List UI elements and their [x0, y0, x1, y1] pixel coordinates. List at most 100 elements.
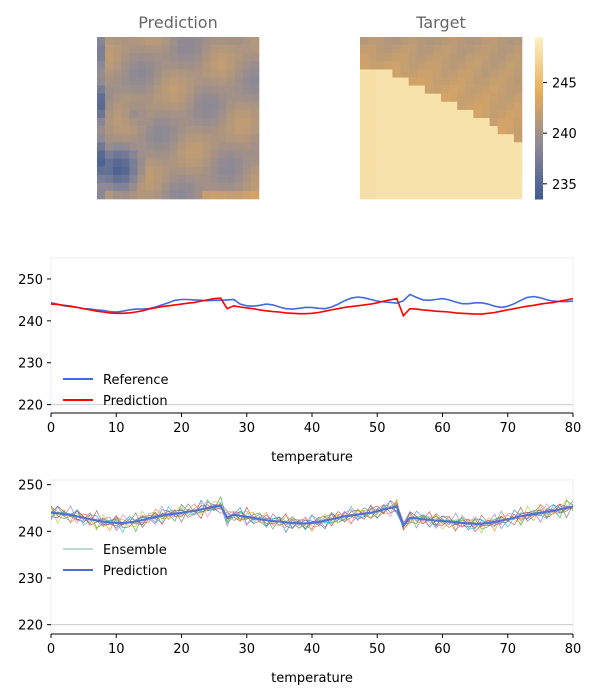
heatmap-cell — [234, 158, 244, 167]
heatmap-cell — [441, 53, 450, 62]
heatmap-cell — [218, 118, 227, 127]
heatmap-cell — [513, 118, 523, 127]
heatmap-cell — [384, 190, 393, 200]
heatmap-cell — [497, 37, 507, 46]
heatmap-cell — [489, 69, 498, 78]
heatmap-cell — [250, 93, 260, 103]
heatmap-cell — [384, 53, 393, 62]
heatmap-cell — [210, 45, 219, 54]
colorbar-segment — [535, 169, 543, 173]
colorbar-segment — [535, 136, 543, 141]
heatmap-cell — [210, 53, 219, 62]
heatmap-cell — [153, 45, 163, 54]
heatmap-cell — [178, 69, 187, 78]
heatmap-cell — [153, 85, 163, 94]
heatmap-cell — [368, 45, 377, 54]
heatmap-cell — [250, 174, 260, 184]
heatmap-cell — [121, 93, 130, 103]
heatmap-cell — [210, 134, 219, 143]
x-tick-label: 30 — [238, 642, 255, 657]
heatmap-cell — [145, 69, 154, 78]
heatmap-cell — [218, 142, 227, 151]
colorbar-segment — [535, 53, 543, 57]
heatmap-cell — [97, 69, 106, 78]
heatmap-cell — [250, 190, 260, 200]
heatmap-cell — [424, 190, 434, 200]
colorbar-segment — [535, 153, 543, 157]
heatmap-cell — [376, 101, 385, 111]
heatmap-cell — [416, 166, 426, 175]
heatmap-cell — [210, 118, 219, 127]
heatmap-cell — [441, 93, 450, 103]
heatmap-cell — [226, 53, 235, 62]
heatmap-cell — [145, 166, 154, 175]
heatmap-cell — [218, 77, 227, 86]
heatmap-cell — [186, 93, 195, 103]
heatmap-cell — [441, 126, 450, 135]
heatmap-cell — [392, 101, 401, 111]
heatmap-cell — [202, 166, 211, 175]
heatmap-cell — [441, 69, 450, 78]
x-tick-label: 60 — [434, 421, 451, 436]
heatmap-cell — [376, 37, 385, 46]
heatmap-cell — [202, 109, 211, 119]
heatmap-cell — [384, 158, 393, 167]
heatmap-cell — [97, 158, 106, 167]
heatmap-cell — [392, 190, 401, 200]
heatmap-cell — [424, 109, 434, 119]
heatmap-cell — [113, 109, 122, 119]
heatmap-cell — [497, 134, 507, 143]
heatmap-cell — [105, 182, 114, 192]
heatmap-cell — [218, 37, 227, 46]
heatmap-cell — [416, 182, 426, 192]
heatmap-cell — [234, 126, 244, 135]
heatmap-cell — [202, 134, 211, 143]
heatmap-cell — [360, 69, 369, 78]
heatmap-cell — [137, 37, 146, 46]
heatmap-cell — [218, 126, 227, 135]
heatmap-cell — [210, 158, 219, 167]
x-tick-label: 40 — [304, 642, 321, 657]
heatmap-cell — [137, 61, 146, 70]
heatmap-cell — [416, 126, 426, 135]
heatmap-cell — [473, 158, 482, 167]
heatmap-cell — [178, 142, 187, 151]
heatmap-cell — [178, 61, 187, 70]
heatmap-cell — [105, 142, 114, 151]
heatmap-cell — [218, 158, 227, 167]
heatmap-cell — [473, 142, 482, 151]
heatmap-cell — [242, 182, 252, 192]
heatmap-cell — [408, 37, 417, 46]
heatmap-cell — [497, 150, 507, 159]
heatmap-cell — [457, 166, 466, 175]
heatmap-cell — [408, 142, 417, 151]
heatmap-cell — [384, 126, 393, 135]
heatmap-cell — [105, 166, 114, 175]
heatmap-cell — [457, 134, 466, 143]
heatmap-cell — [145, 37, 154, 46]
heatmap-cell — [432, 85, 442, 94]
heatmap-cell — [145, 174, 154, 184]
heatmap-cell — [129, 85, 138, 94]
target-heatmap-title: Target — [415, 13, 466, 32]
heatmap-cell — [441, 174, 450, 184]
heatmap-cell — [513, 53, 523, 62]
heatmap-cell — [250, 142, 260, 151]
heatmap-cell — [465, 142, 474, 151]
heatmap-cell — [449, 37, 458, 46]
heatmap-cell — [97, 53, 106, 62]
heatmap-cell — [178, 174, 187, 184]
heatmap-cell — [384, 142, 393, 151]
heatmap-cell — [416, 53, 426, 62]
heatmap-cell — [368, 69, 377, 78]
heatmap-cell — [416, 85, 426, 94]
reference-vs-prediction-plot: 0 10 20 30 40 50 60 70 80 220 230 240 250 — [18, 257, 581, 436]
heatmap-cell — [113, 118, 122, 127]
plot2-xlabel: temperature — [271, 671, 353, 686]
heatmap-cell — [178, 37, 187, 46]
heatmap-cell — [210, 182, 219, 192]
heatmap-cell — [441, 37, 450, 46]
heatmap-cell — [137, 85, 146, 94]
heatmap-cell — [210, 150, 219, 159]
heatmap-cell — [416, 69, 426, 78]
